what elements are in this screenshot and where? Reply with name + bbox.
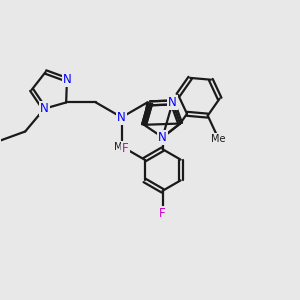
- Text: N: N: [158, 131, 167, 144]
- Text: F: F: [122, 142, 128, 155]
- Text: N: N: [63, 73, 71, 86]
- Text: N: N: [168, 96, 177, 109]
- Text: N: N: [117, 111, 126, 124]
- Text: F: F: [159, 207, 166, 220]
- Text: Me: Me: [114, 142, 129, 152]
- Text: Me: Me: [211, 134, 226, 143]
- Text: N: N: [40, 102, 49, 115]
